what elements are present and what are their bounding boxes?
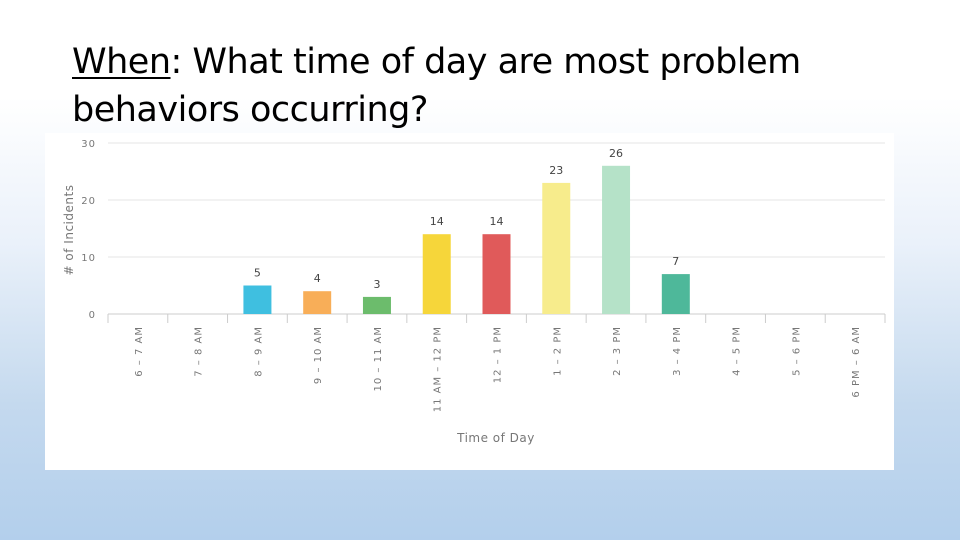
data-label: 4	[314, 272, 321, 285]
x-axis-title: Time of Day	[456, 431, 535, 445]
x-tick-label: 1 – 2 PM	[552, 326, 563, 376]
bar	[542, 182, 571, 314]
y-axis-title: # of Incidents	[62, 185, 76, 276]
bar	[661, 274, 690, 314]
x-tick-label: 3 – 4 PM	[672, 326, 683, 376]
x-tick-label: 7 – 8 AM	[194, 326, 205, 377]
bar	[602, 165, 631, 314]
data-label: 5	[254, 267, 261, 280]
y-tick-label: 10	[81, 253, 96, 264]
title-question: : What time of day are most problem beha…	[72, 42, 801, 130]
x-tick-label: 4 – 5 PM	[732, 326, 743, 376]
x-tick-label: 6 – 7 AM	[134, 326, 145, 377]
x-tick-label: 5 – 6 PM	[791, 326, 802, 376]
x-tick-label: 9 – 10 AM	[313, 326, 324, 384]
data-label: 26	[609, 147, 623, 160]
bar	[422, 234, 451, 314]
bar	[482, 234, 511, 314]
bar-chart: 0 10 20 30 6 – 7 AM 7 – 8 AM 5 8 – 9 AM 4 9 – 10 …	[62, 139, 886, 445]
y-tick-label: 0	[89, 310, 96, 321]
data-label: 3	[373, 278, 380, 291]
data-label: 7	[672, 255, 679, 268]
bar	[303, 291, 332, 314]
bar	[243, 285, 272, 314]
x-tick-label: 8 – 9 AM	[253, 326, 264, 377]
x-tick-label: 2 – 3 PM	[612, 326, 623, 376]
data-label: 14	[430, 215, 444, 228]
x-tick-label: 10 – 11 AM	[373, 326, 384, 391]
bar	[362, 296, 391, 314]
x-tick-label: 6 PM – 6 AM	[851, 326, 862, 398]
title-keyword: When	[72, 42, 171, 82]
x-tick-label: 11 AM – 12 PM	[433, 326, 444, 412]
data-label: 14	[490, 215, 504, 228]
y-tick-label: 20	[81, 196, 96, 207]
y-tick-label: 30	[81, 139, 96, 150]
data-label: 23	[549, 164, 563, 177]
slide-title: When: What time of day are most problem …	[72, 38, 932, 134]
x-tick-label: 12 – 1 PM	[493, 326, 504, 383]
chart-panel: 0 10 20 30 6 – 7 AM 7 – 8 AM 5 8 – 9 AM 4 9 – 10 …	[45, 133, 894, 470]
